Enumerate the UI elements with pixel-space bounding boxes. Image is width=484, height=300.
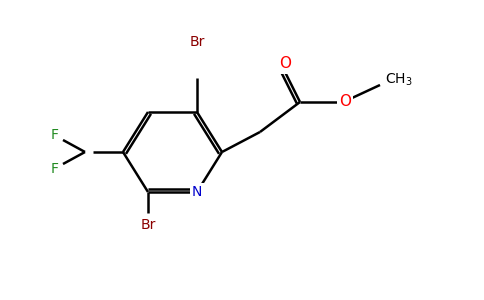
Text: F: F xyxy=(51,128,59,142)
Text: F: F xyxy=(51,162,59,176)
Text: O: O xyxy=(279,56,291,71)
Text: N: N xyxy=(192,185,202,199)
Text: Br: Br xyxy=(140,218,156,232)
Text: CH$_3$: CH$_3$ xyxy=(385,72,413,88)
Text: O: O xyxy=(339,94,351,110)
Text: Br: Br xyxy=(189,35,205,49)
